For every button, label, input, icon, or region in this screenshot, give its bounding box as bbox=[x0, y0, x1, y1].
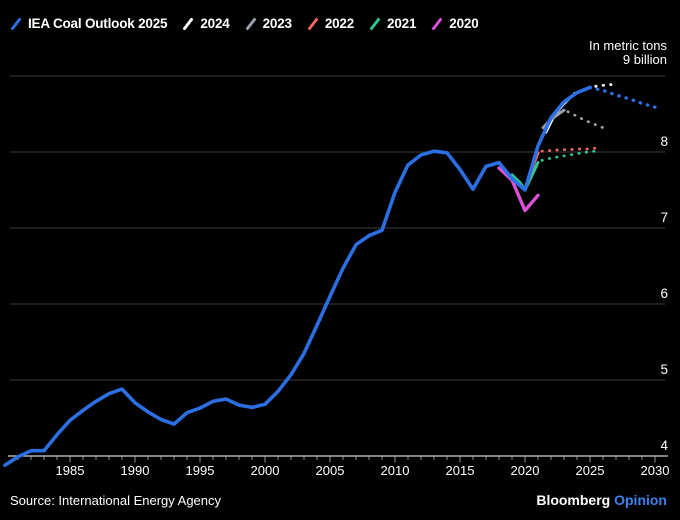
x-tick-label-1990: 1990 bbox=[121, 463, 150, 478]
x-tick-label-2020: 2020 bbox=[511, 463, 540, 478]
x-tick-label-2030: 2030 bbox=[641, 463, 670, 478]
legend-label: 2022 bbox=[324, 16, 355, 31]
legend-label: 2024 bbox=[200, 16, 230, 31]
brand-bloomberg: Bloomberg bbox=[536, 492, 611, 508]
series-iea-coal-outlook-2025-line bbox=[3, 85, 592, 467]
legend-item-outlook-2021: 2021 bbox=[369, 16, 416, 31]
x-tick-label-2015: 2015 bbox=[446, 463, 475, 478]
legend-label: IEA Coal Outlook 2025 bbox=[28, 16, 168, 31]
y-tick-label-5: 5 bbox=[660, 362, 668, 377]
legend-slash-icon bbox=[370, 17, 381, 30]
unit-line-1: In metric tons bbox=[588, 38, 667, 53]
x-tick-label-2025: 2025 bbox=[576, 463, 605, 478]
x-tick-label-1985: 1985 bbox=[56, 463, 85, 478]
legend-slash-icon bbox=[245, 17, 256, 30]
legend-item-outlook-2022: 2022 bbox=[307, 16, 354, 31]
legend-label: 2020 bbox=[449, 16, 479, 31]
legend-item-outlook-2020: 2020 bbox=[431, 16, 479, 31]
legend-item-outlook-2025: IEA Coal Outlook 2025 bbox=[10, 16, 168, 31]
chart-legend: IEA Coal Outlook 2025 2024 2023 2022 202… bbox=[10, 16, 479, 31]
brand-opinion: Opinion bbox=[614, 492, 667, 508]
x-tick-label-1995: 1995 bbox=[186, 463, 215, 478]
legend-item-outlook-2023: 2023 bbox=[245, 16, 292, 31]
legend-slash-icon bbox=[432, 17, 443, 30]
y-tick-label-4: 4 bbox=[660, 438, 668, 453]
legend-slash-icon bbox=[307, 17, 318, 30]
bloomberg-opinion-logo: Bloomberg Opinion bbox=[536, 492, 667, 508]
x-tick-label-2010: 2010 bbox=[381, 463, 410, 478]
legend-slash-icon bbox=[11, 17, 21, 30]
legend-slash-icon bbox=[183, 17, 194, 30]
y-axis-unit-label: In metric tons 9 billion bbox=[589, 39, 667, 67]
y-tick-label-8: 8 bbox=[660, 134, 668, 149]
legend-label: 2021 bbox=[387, 16, 417, 31]
series-2021-projection bbox=[540, 149, 597, 162]
x-tick-label-2000: 2000 bbox=[251, 463, 280, 478]
series-iea-coal-outlook-2025-projection bbox=[588, 85, 657, 109]
source-credit: Source: International Energy Agency bbox=[10, 493, 222, 508]
y-tick-label-6: 6 bbox=[660, 286, 668, 301]
unit-line-2: 9 billion bbox=[622, 52, 667, 67]
series-2022-projection bbox=[540, 146, 597, 153]
legend-item-outlook-2024: 2024 bbox=[182, 16, 230, 31]
x-tick-label-2005: 2005 bbox=[316, 463, 345, 478]
legend-label: 2023 bbox=[262, 16, 292, 31]
y-tick-label-7: 7 bbox=[660, 210, 668, 225]
series-2023-projection bbox=[566, 110, 605, 130]
series-2020-line bbox=[497, 166, 540, 213]
